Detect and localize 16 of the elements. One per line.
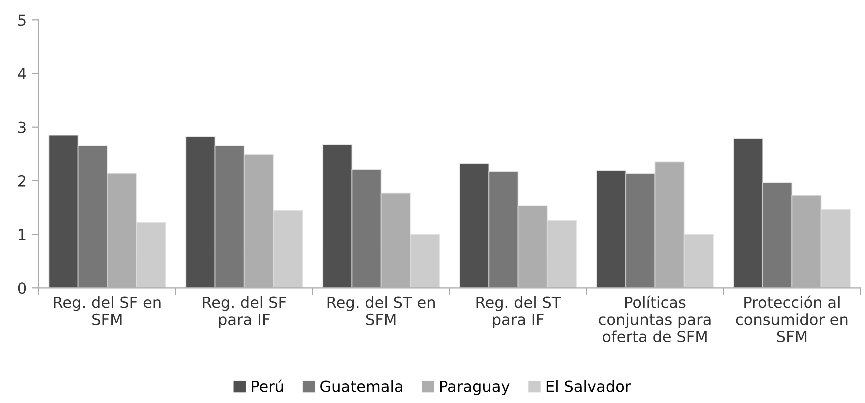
y-tick-label: 4	[18, 68, 26, 80]
y-tick-label: 2	[18, 175, 26, 187]
y-tick-label: 0	[18, 282, 26, 294]
x-tick-label: Políticas conjuntas para oferta de SFM	[599, 296, 711, 343]
y-tick-label: 1	[19, 229, 26, 240]
x-tick-label: Reg. del SF en SFM	[54, 296, 161, 326]
y-tick-label: 3	[18, 122, 26, 134]
y-tick-label: 5	[18, 14, 26, 26]
x-tick-label: Protección al consumidor en SFM	[736, 296, 848, 343]
x-tick-label: Reg. del SF para IF	[203, 296, 286, 328]
legend-label: Perú	[252, 380, 284, 392]
legend-label: El Salvador	[546, 380, 632, 392]
legend-label: Paraguay	[440, 380, 510, 396]
legend-label: Guatemala	[320, 380, 402, 392]
x-tick-label: Reg. del ST para IF	[476, 296, 562, 328]
x-tick-label: Reg. del ST en SFM	[328, 296, 435, 326]
